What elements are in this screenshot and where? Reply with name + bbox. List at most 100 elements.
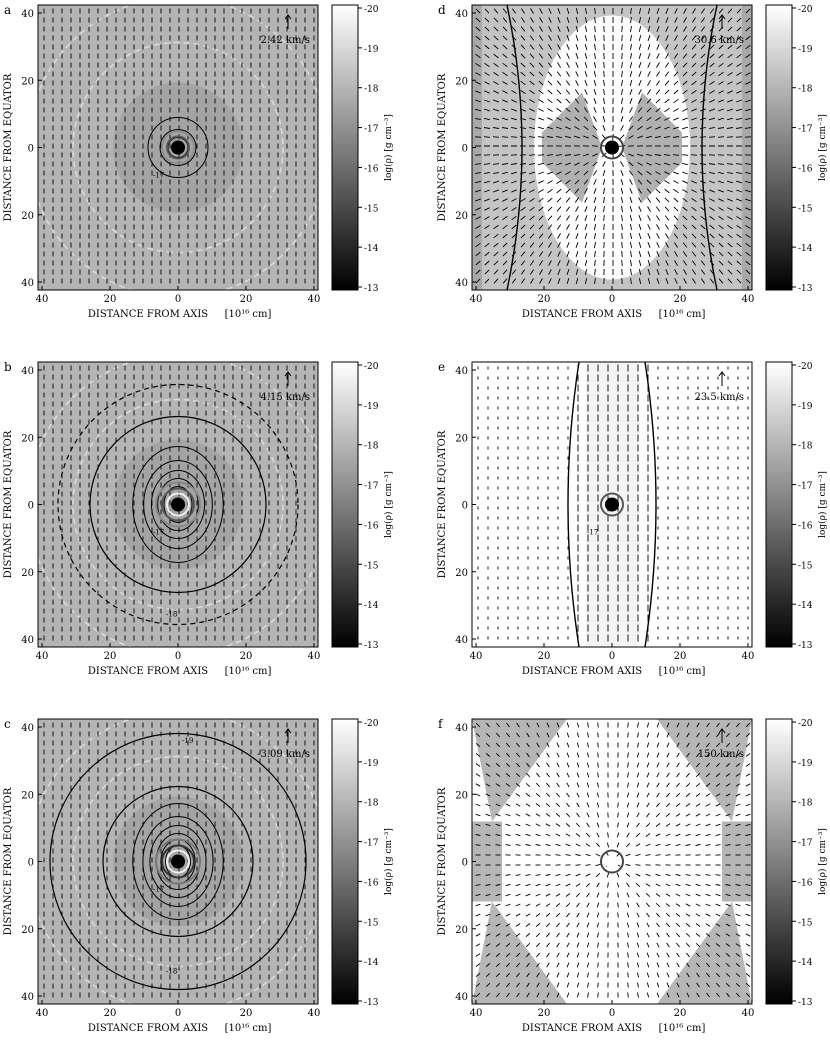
colorbar-tick-label: -14 [364,958,379,968]
contour-line [701,5,718,290]
contour-line [159,129,197,166]
y-tick-label: 40 [455,278,468,289]
velocity-scale-label: 30.6 km/s [695,35,745,46]
x-tick-label: 20 [104,651,117,662]
x-axis-unit: [10¹⁶ cm] [225,666,272,677]
shock-wedge [472,719,567,822]
colorbar-tick-label: -18 [364,85,379,95]
x-tick-label: 40 [308,651,321,662]
reference-arrow-icon [718,371,726,386]
colorbar-tick-label: -13 [798,641,813,651]
core-ring [171,140,185,155]
x-tick-label: 20 [104,1008,117,1019]
contour-line [89,415,267,594]
colorbar-tick-label: -17 [364,125,379,135]
x-tick-label: 20 [674,294,687,305]
panel-letter: f [438,717,444,731]
colorbar-label: log(ρ) [g cm⁻³] [383,114,394,181]
shock-wedge [472,901,567,1004]
density-map: -17 -18 [38,362,318,647]
colorbar-tick-label: -15 [798,918,813,928]
y-tick-label: 40 [455,366,468,377]
x-tick-label: 40 [470,294,483,305]
x-axis-label: DISTANCE FROM AXIS [88,309,208,320]
y-tick-label: 20 [21,568,34,579]
x-tick-label: 20 [240,651,253,662]
colorbar [331,4,359,291]
core-ring [166,849,190,874]
x-tick-label: 0 [175,651,181,662]
contour-tag: -17 [587,529,598,537]
shock-wedge [657,901,752,1004]
contour-line [150,470,206,539]
colorbar-tick-label: -16 [798,521,813,531]
x-tick-label: 40 [742,651,755,662]
y-tick-label: 0 [462,501,468,512]
colorbar-tick-label: -15 [364,204,379,214]
colorbar-tick-label: -13 [364,641,379,651]
colorbar-tick-label: -19 [798,45,813,55]
colorbar-tick-label: -13 [798,998,813,1008]
y-tick-label: 0 [28,858,34,869]
core-ring [605,497,619,512]
y-tick-label: 40 [21,278,34,289]
density-map [472,719,752,1004]
contour-line [157,478,199,531]
x-tick-label: 20 [538,1008,551,1019]
colorbar [765,4,793,291]
contour-line [506,5,523,290]
x-tick-label: 0 [175,1008,181,1019]
velocity-scale-label: 2.42 km/s [261,35,311,46]
x-axis-unit: [10¹⁶ cm] [659,666,706,677]
core-ring [605,140,619,155]
x-tick-label: 20 [674,651,687,662]
y-tick-label: 40 [21,992,34,1003]
contour-line [132,446,224,563]
y-axis-label: DISTANCE FROM EQUATOR [3,430,14,578]
density-map: -17 [477,362,749,647]
x-tick-label: 40 [742,294,755,305]
colorbar-tick-label: -20 [798,719,813,729]
y-tick-label: 40 [21,366,34,377]
panel-letter: c [4,717,11,731]
contour-line [132,803,224,920]
contour-ring [72,41,284,254]
y-axis-label: DISTANCE FROM EQUATOR [3,787,14,935]
x-tick-label: 20 [674,1008,687,1019]
colorbar-tick-label: -14 [364,601,379,611]
y-tick-label: 20 [455,568,468,579]
colorbar-tick-label: -18 [798,442,813,452]
x-tick-label: 0 [609,1008,615,1019]
x-tick-label: 20 [538,651,551,662]
velocity-scale-label: 23.5 km/s [695,392,745,403]
colorbar-tick-label: -15 [364,561,379,571]
contour-line [147,117,209,178]
core-ring [161,487,195,522]
contour-line [567,362,580,647]
y-tick-label: 20 [455,76,468,87]
colorbar-tick-label: -13 [364,998,379,1008]
velocity-vectors [43,365,315,641]
colorbar-tick-label: -15 [798,204,813,214]
x-axis-label: DISTANCE FROM AXIS [522,309,642,320]
colorbar-tick-label: -17 [798,482,813,492]
y-tick-label: 40 [21,723,34,734]
colorbar-tick-label: -20 [798,362,813,372]
shock-wedge [472,821,502,902]
x-tick-label: 40 [470,1008,483,1019]
shock-wedge [722,821,752,902]
core-ring [166,492,190,517]
velocity-vectors [474,7,752,285]
x-axis-label: DISTANCE FROM AXIS [88,666,208,677]
velocity-scale-label: -3.09 km/s [257,749,310,760]
core-ring [600,849,624,874]
velocity-vectors [477,364,749,642]
core-ring [155,481,201,528]
colorbar-tick-label: -14 [798,244,813,254]
colorbar-tick-label: -16 [364,878,379,888]
x-tick-label: 40 [36,294,49,305]
